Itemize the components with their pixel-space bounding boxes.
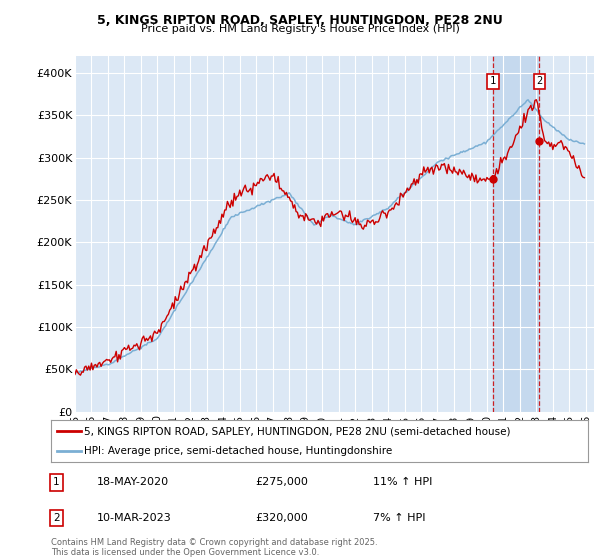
- Text: 7% ↑ HPI: 7% ↑ HPI: [373, 514, 426, 523]
- Text: 5, KINGS RIPTON ROAD, SAPLEY, HUNTINGDON, PE28 2NU (semi-detached house): 5, KINGS RIPTON ROAD, SAPLEY, HUNTINGDON…: [84, 426, 511, 436]
- Text: HPI: Average price, semi-detached house, Huntingdonshire: HPI: Average price, semi-detached house,…: [84, 446, 392, 456]
- Text: 5, KINGS RIPTON ROAD, SAPLEY, HUNTINGDON, PE28 2NU: 5, KINGS RIPTON ROAD, SAPLEY, HUNTINGDON…: [97, 14, 503, 27]
- Text: 11% ↑ HPI: 11% ↑ HPI: [373, 478, 433, 487]
- Text: Price paid vs. HM Land Registry's House Price Index (HPI): Price paid vs. HM Land Registry's House …: [140, 24, 460, 34]
- Text: Contains HM Land Registry data © Crown copyright and database right 2025.
This d: Contains HM Land Registry data © Crown c…: [51, 538, 377, 557]
- Text: 18-MAY-2020: 18-MAY-2020: [97, 478, 169, 487]
- Text: 10-MAR-2023: 10-MAR-2023: [97, 514, 172, 523]
- Text: 1: 1: [490, 76, 496, 86]
- Bar: [493, 56, 539, 412]
- Text: £275,000: £275,000: [255, 478, 308, 487]
- Text: 2: 2: [53, 514, 59, 523]
- Text: £320,000: £320,000: [255, 514, 308, 523]
- Text: 1: 1: [53, 478, 59, 487]
- Text: 2: 2: [536, 76, 542, 86]
